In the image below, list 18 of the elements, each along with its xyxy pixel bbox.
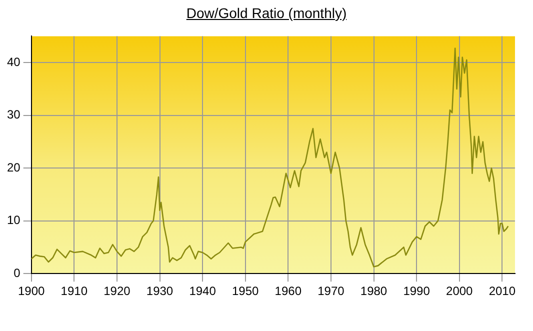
x-tick-label: 1940 bbox=[189, 284, 216, 298]
y-tick-label: 10 bbox=[6, 213, 21, 228]
x-tick-label: 1970 bbox=[318, 284, 345, 298]
x-tick-label: 1980 bbox=[360, 284, 388, 298]
x-tick-label: 1920 bbox=[104, 284, 131, 298]
y-tick-label: 40 bbox=[6, 54, 21, 69]
x-tick-label: 1930 bbox=[146, 284, 174, 298]
x-tick-label: 2010 bbox=[488, 284, 516, 298]
x-tick-label: 1960 bbox=[274, 284, 302, 298]
y-tick-label: 0 bbox=[14, 266, 21, 280]
y-tick-label: 20 bbox=[6, 160, 21, 174]
x-tick-label: 1990 bbox=[403, 284, 430, 298]
chart-title: Dow/Gold Ratio (monthly) bbox=[185, 5, 348, 21]
x-tick-label: 1950 bbox=[232, 284, 260, 298]
y-tick-label: 30 bbox=[6, 108, 21, 122]
x-tick-label: 2000 bbox=[446, 284, 474, 298]
x-tick-label: 1900 bbox=[18, 284, 46, 298]
x-tick-label: 1910 bbox=[60, 284, 88, 298]
